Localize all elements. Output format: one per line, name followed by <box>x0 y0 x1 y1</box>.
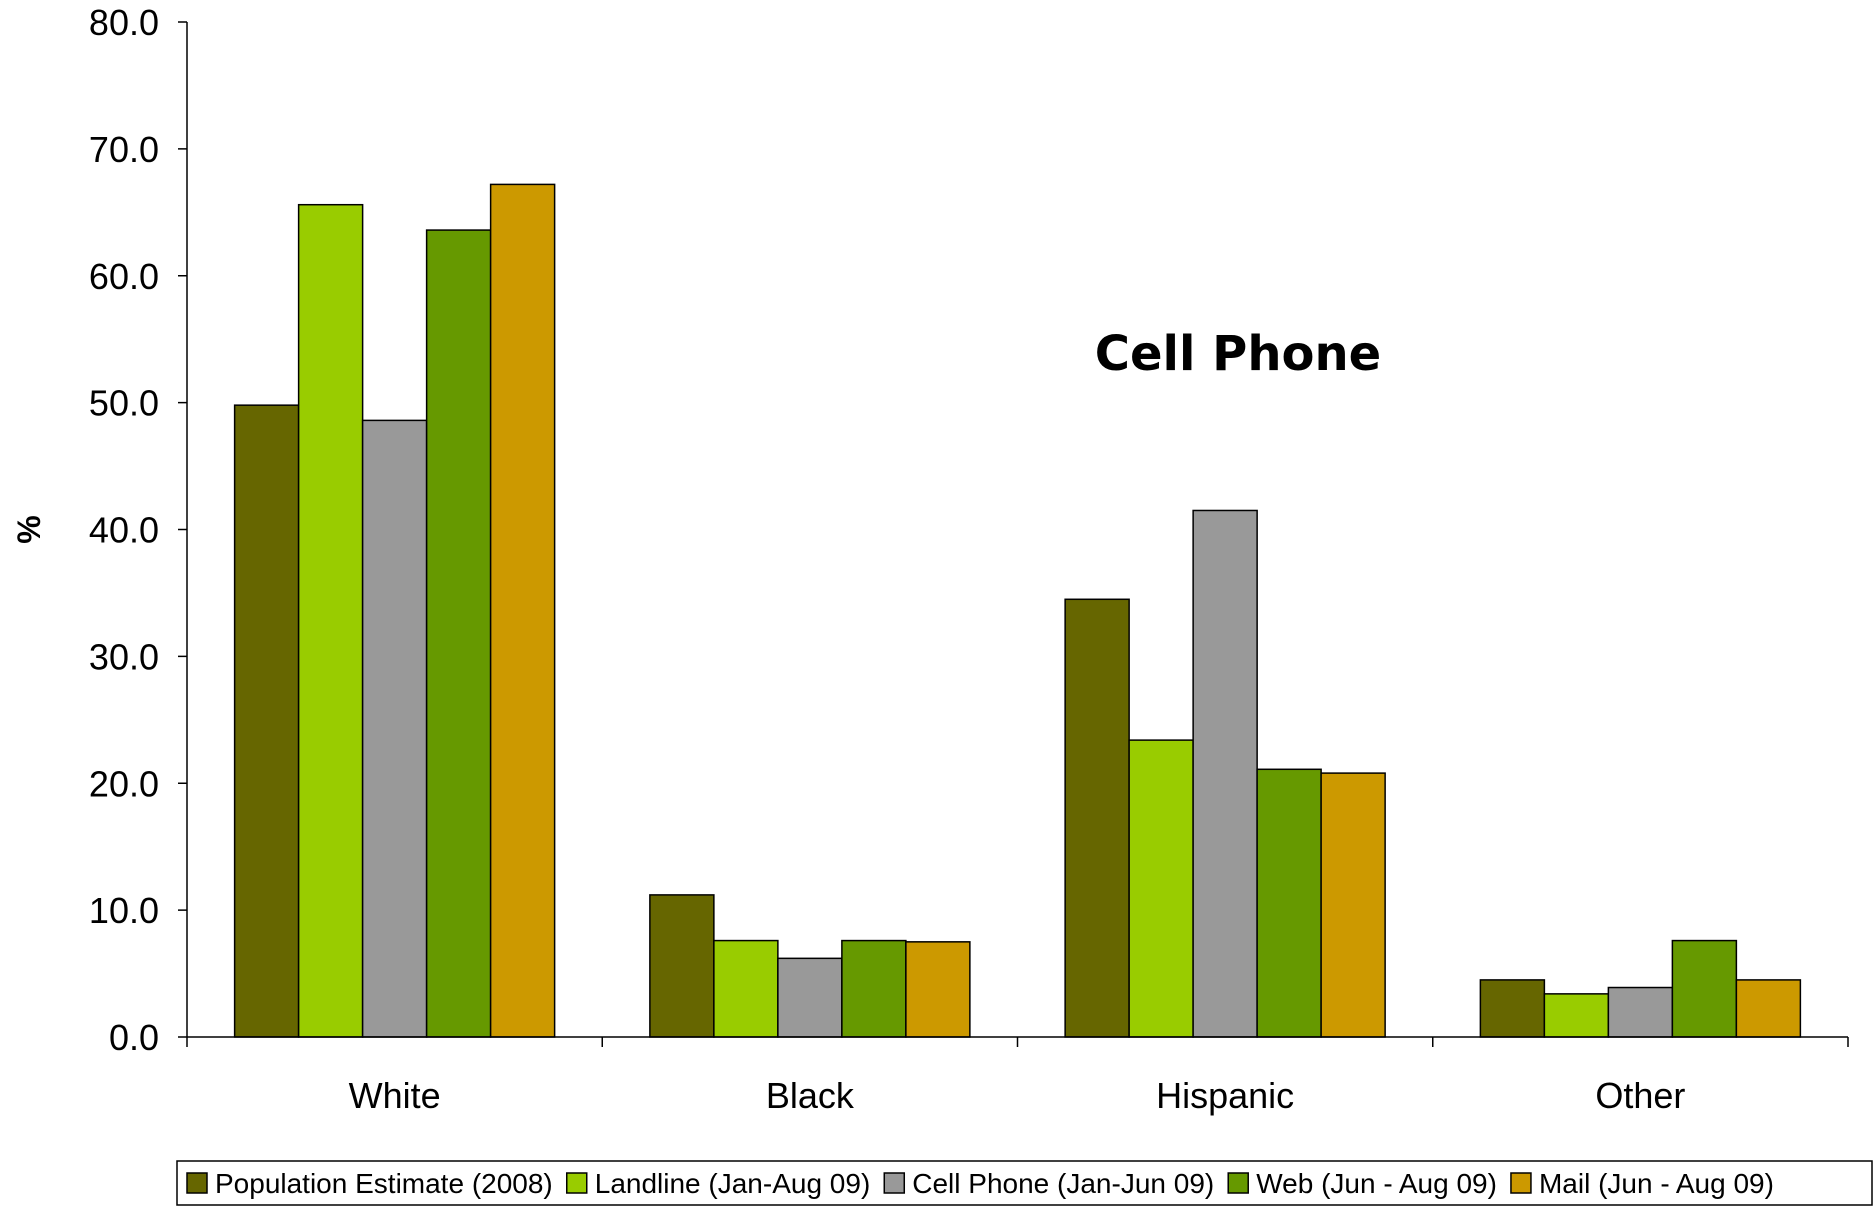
x-tick-label: Black <box>766 1075 855 1116</box>
legend-label: Web (Jun - Aug 09) <box>1256 1168 1497 1199</box>
bar-white-series-1 <box>233 404 300 1038</box>
bar-black-series-2 <box>713 939 779 1038</box>
x-tick-label: Hispanic <box>1156 1075 1294 1116</box>
chart-annotation: Cell Phone <box>1095 326 1381 382</box>
legend-swatch <box>566 1172 588 1194</box>
x-tick-label: Other <box>1595 1075 1685 1116</box>
bar-black-series-5 <box>905 941 971 1038</box>
bar-other-series-4 <box>1671 939 1738 1038</box>
y-tick-label: 10.0 <box>89 890 159 931</box>
y-tick-label: 30.0 <box>89 636 159 677</box>
legend-label: Mail (Jun - Aug 09) <box>1539 1168 1774 1199</box>
axes-group: 0.0 10.0 20.0 30.0 40.0 50.0 60.0 70.0 80.0 White… <box>89 2 1849 1116</box>
bar-hispanic-series-2 <box>1128 739 1194 1038</box>
legend-label: Cell Phone (Jan-Jun 09) <box>912 1168 1214 1199</box>
legend-swatch <box>186 1172 208 1194</box>
bar-other-series-2 <box>1543 993 1610 1038</box>
legend-label: Landline (Jan-Aug 09) <box>595 1168 871 1199</box>
legend-box <box>176 1160 1873 1206</box>
bar-black-series-1 <box>649 894 715 1038</box>
bar-white-series-4 <box>425 229 492 1038</box>
y-tick-label: 40.0 <box>89 510 159 551</box>
bar-hispanic-series-1 <box>1064 598 1130 1038</box>
x-tick-label: White <box>349 1075 441 1116</box>
legend-swatch <box>883 1172 906 1194</box>
y-axis-label-group: % <box>11 515 47 543</box>
y-tick-label: 80.0 <box>89 2 159 43</box>
y-tick-label: 60.0 <box>89 256 159 297</box>
bar-white-series-5 <box>489 183 556 1038</box>
bar-hispanic-series-3 <box>1192 509 1258 1038</box>
legend-label: Population Estimate (2008) <box>215 1168 553 1199</box>
legend-swatch <box>1510 1172 1532 1194</box>
bar-other-series-5 <box>1735 979 1802 1038</box>
bar-white-series-2 <box>297 203 364 1038</box>
legend-swatch <box>1227 1172 1249 1194</box>
bar-black-series-4 <box>841 939 907 1038</box>
bar-black-series-3 <box>777 957 843 1038</box>
y-tick-label: 20.0 <box>89 763 159 804</box>
bars-group <box>233 183 1802 1038</box>
legend: Population Estimate (2008) Landline (Jan-… <box>176 1160 1873 1206</box>
y-tick-label: 70.0 <box>89 129 159 170</box>
y-axis-label: % <box>11 515 47 543</box>
bar-other-series-3 <box>1607 986 1674 1038</box>
bar-hispanic-series-5 <box>1320 772 1386 1038</box>
y-tick-label: 50.0 <box>89 383 159 424</box>
bar-hispanic-series-4 <box>1256 768 1322 1038</box>
bar-white-series-3 <box>361 419 428 1038</box>
y-tick-label: 0.0 <box>109 1017 159 1058</box>
bar-other-series-1 <box>1479 979 1546 1038</box>
